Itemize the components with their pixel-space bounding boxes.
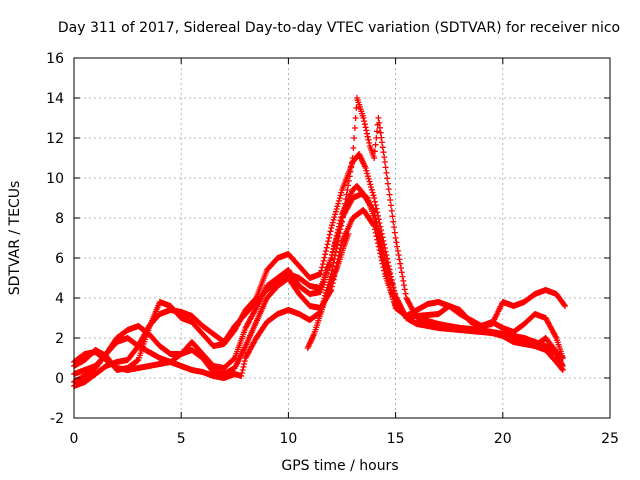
y-axis-label: SDTVAR / TECUs [7, 181, 23, 296]
x-axis-label: GPS time / hours [281, 458, 398, 474]
data-point-markers [71, 151, 566, 373]
y-tick-label: 14 [46, 91, 64, 107]
series-track-6 [304, 231, 352, 351]
y-tick-label: 0 [55, 371, 64, 387]
tick-layer: 0 5 10 15 20 25 -2 0 2 4 6 8 10 12 14 16 [46, 51, 619, 447]
y-tick-label: 16 [46, 51, 64, 67]
plot-frame [73, 57, 611, 419]
y-tick-label: 8 [55, 211, 64, 227]
data-layer [71, 95, 568, 389]
series-track-3 [71, 207, 568, 385]
data-point-markers [304, 231, 352, 351]
y-tick-label: 6 [55, 251, 64, 267]
y-tick-label: 4 [55, 291, 64, 307]
data-point-markers [71, 207, 568, 385]
x-tick-label: 0 [70, 431, 79, 447]
series-track-1 [71, 151, 566, 373]
x-tick-label: 25 [601, 431, 619, 447]
y-tick-label: 12 [46, 131, 64, 147]
y-tick-label: 10 [46, 171, 64, 187]
x-tick-label: 15 [387, 431, 405, 447]
x-tick-label: 10 [279, 431, 297, 447]
chart-title: Day 311 of 2017, Sidereal Day-to-day VTE… [58, 20, 620, 36]
x-tick-label: 5 [177, 431, 186, 447]
y-tick-label: 2 [55, 331, 64, 347]
data-point-markers [71, 191, 566, 389]
series-track-4 [71, 191, 566, 389]
y-tick-label: -2 [50, 411, 64, 427]
x-tick-label: 20 [494, 431, 512, 447]
